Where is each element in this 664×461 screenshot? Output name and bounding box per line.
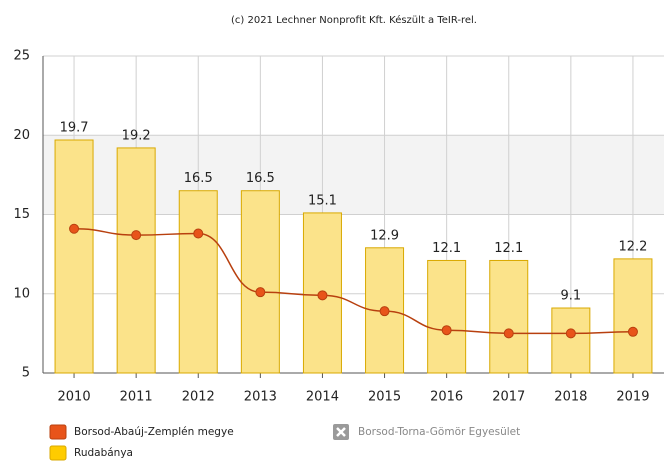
y-tick-label: 5 [22, 366, 30, 381]
data-label: 16.5 [184, 171, 213, 186]
line-point [131, 230, 142, 241]
line-point [441, 325, 452, 336]
line-point [565, 328, 576, 339]
legend-x [336, 427, 346, 437]
data-label: 12.1 [432, 241, 461, 256]
x-tick-label: 2010 [58, 390, 91, 405]
line-point [193, 228, 204, 239]
x-tick-label: 2014 [306, 390, 339, 405]
y-tick-label: 15 [13, 207, 30, 222]
data-label: 12.1 [494, 241, 523, 256]
bar [427, 259, 467, 374]
x-tick-label: 2015 [368, 390, 401, 405]
x-tick-label: 2019 [616, 390, 649, 405]
y-tick-label: 20 [13, 128, 30, 143]
line-point [503, 328, 514, 339]
bar [551, 307, 591, 374]
bar [54, 139, 94, 374]
data-label: 19.7 [60, 121, 89, 136]
line-point [379, 306, 390, 317]
x-tick-label: 2013 [244, 390, 277, 405]
bar [489, 259, 529, 374]
line-point [627, 326, 638, 337]
data-label: 12.2 [618, 239, 647, 254]
bar [240, 190, 280, 374]
data-label: 15.1 [308, 193, 337, 208]
x-tick-label: 2016 [430, 390, 463, 405]
legend-label: Borsod-Abaúj-Zemplén megye [74, 426, 234, 438]
legend-swatch [49, 445, 67, 461]
chart-title: (c) 2021 Lechner Nonprofit Kft. Készült … [231, 14, 477, 26]
x-tick-label: 2017 [492, 390, 525, 405]
data-label: 19.2 [122, 128, 151, 143]
line [74, 228, 633, 335]
legend-label: Rudabánya [74, 447, 133, 459]
x-tick-label: 2012 [182, 390, 215, 405]
x-tick-label: 2018 [554, 390, 587, 405]
bar [116, 147, 156, 374]
data-label: 16.5 [246, 171, 275, 186]
legend-swatch [49, 424, 67, 440]
line-point [317, 290, 328, 301]
line-point [255, 287, 266, 298]
bar [613, 258, 653, 374]
data-label: 9.1 [561, 289, 582, 304]
y-tick-label: 25 [13, 49, 30, 64]
x-tick-label: 2011 [120, 390, 153, 405]
legend-label-disabled: Borsod-Torna-Gömör Egyesület [358, 426, 520, 438]
y-tick-label: 10 [13, 286, 30, 301]
line-point [69, 223, 80, 234]
data-label: 12.9 [370, 228, 399, 243]
bar [178, 190, 218, 374]
